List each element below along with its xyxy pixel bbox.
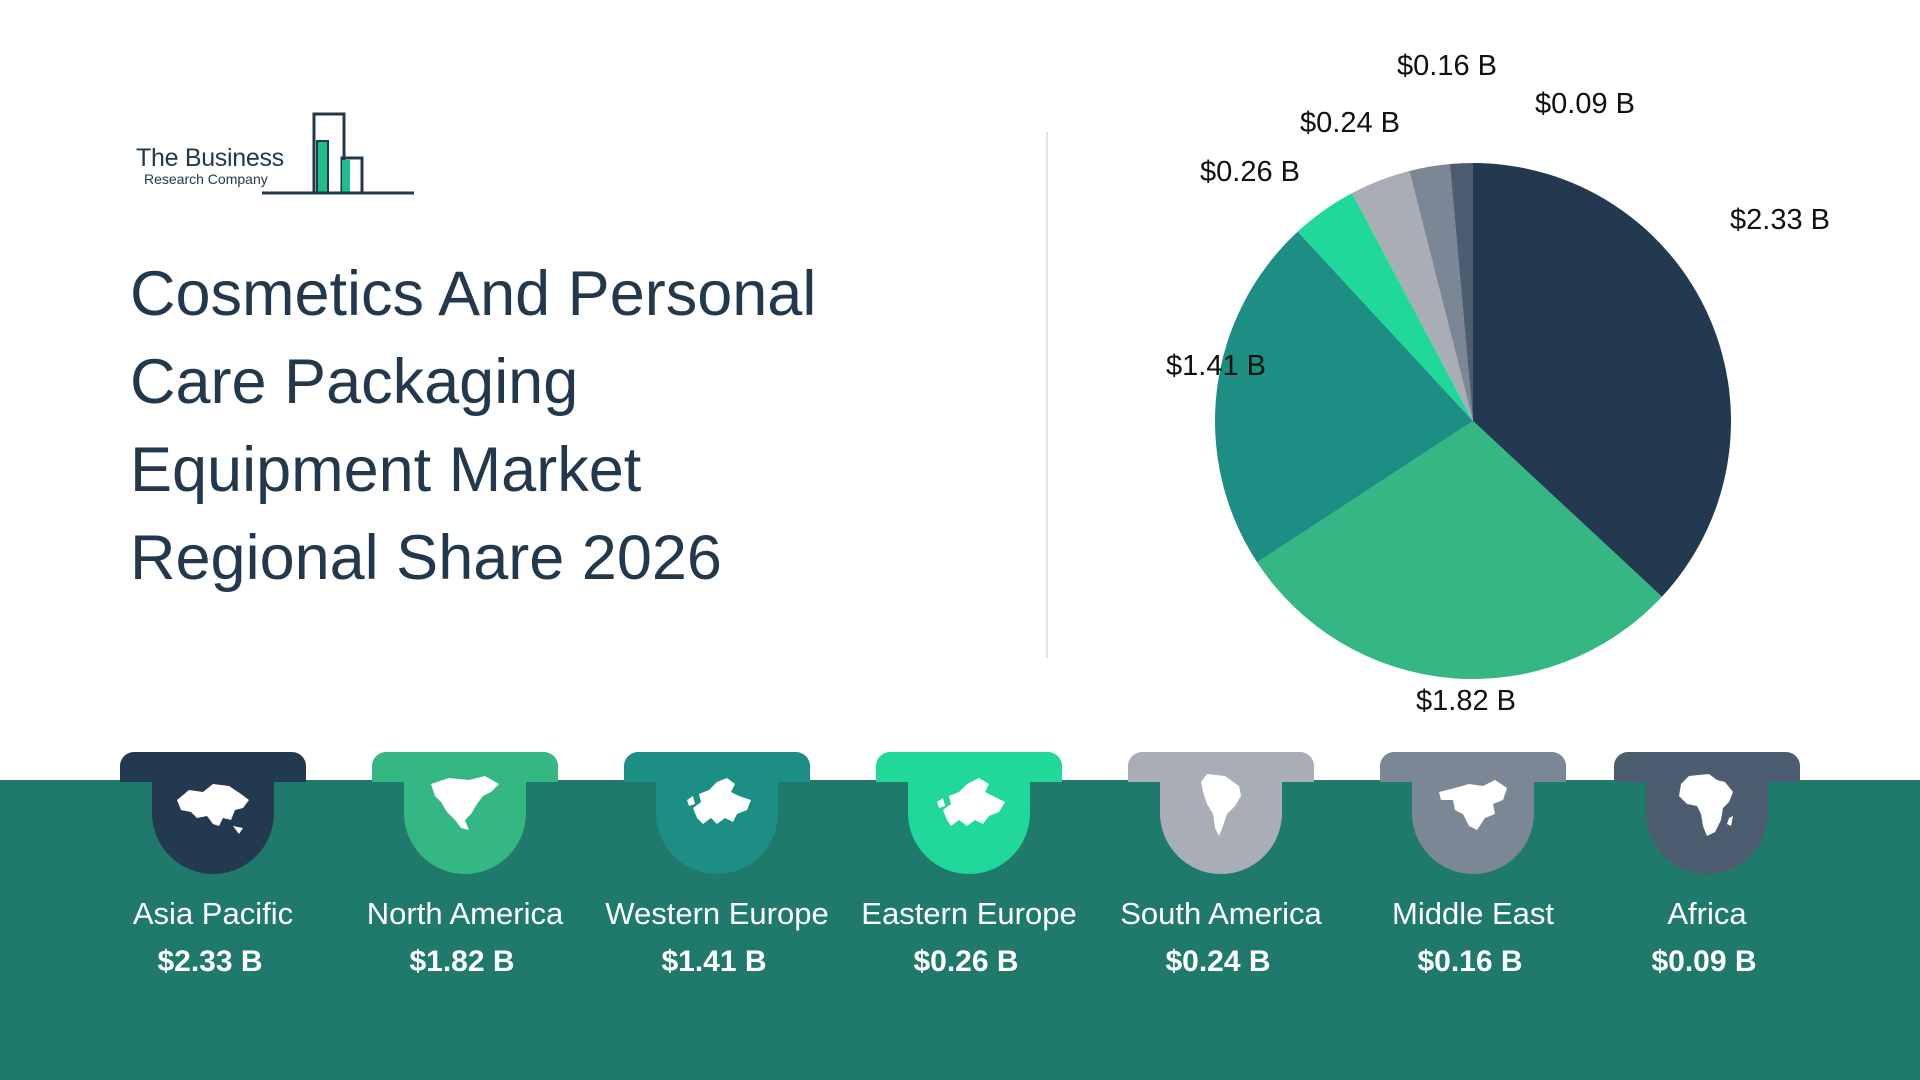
region-value: $0.09 B	[1651, 945, 1757, 978]
pie-chart: $2.33 B $1.82 B $1.41 B $0.26 B$0.24 B $0.16…	[1166, 50, 1830, 717]
pie-data-label: $0.09 B	[1535, 88, 1635, 120]
region-medal	[152, 752, 274, 874]
region-medal	[1646, 752, 1768, 874]
region-value: $0.26 B	[913, 945, 1019, 978]
pie-slice-middle-east	[1409, 164, 1473, 421]
region-name: Africa	[1667, 896, 1747, 931]
region-name: North America	[366, 896, 564, 931]
middle-east-map-icon	[1439, 780, 1507, 830]
pie-data-label: $1.41 B	[1166, 350, 1266, 382]
region-medal	[656, 752, 778, 874]
pie-slice-south-america	[1352, 170, 1473, 421]
logo-buildings-icon	[262, 112, 414, 195]
africa-map-icon	[1679, 774, 1733, 836]
region-name: Middle East	[1392, 896, 1554, 931]
region-medal	[908, 752, 1030, 874]
pie-slices	[1214, 163, 1732, 679]
north-america-map-icon	[431, 776, 499, 830]
vertical-divider	[1046, 132, 1048, 658]
region-medal	[404, 752, 526, 874]
region-value: $1.82 B	[409, 945, 515, 978]
pie-slice-eastern-europe	[1297, 193, 1473, 421]
region-value: $2.33 B	[157, 945, 263, 978]
region-medal	[1160, 752, 1282, 874]
region-value: $0.24 B	[1165, 945, 1271, 978]
region-card-middle-east: Middle East $0.16 B	[1350, 752, 1590, 1012]
region-card-asia-pacific: Asia Pacific $2.33 B	[90, 752, 330, 1012]
pie-data-label: $0.16 B	[1397, 50, 1497, 82]
pie-data-label: $0.24 B	[1300, 107, 1400, 139]
region-name: Asia Pacific	[132, 896, 294, 931]
pie-data-label: $0.26 B	[1200, 156, 1300, 188]
eastern-europe-map-icon	[937, 778, 1005, 826]
pie-slice-asia-pacific	[1473, 163, 1732, 597]
region-card-africa: Africa $0.09 B	[1584, 752, 1824, 1012]
region-name: South America	[1120, 896, 1322, 931]
region-name: Eastern Europe	[861, 896, 1077, 931]
pie-slice-africa	[1449, 163, 1473, 421]
pie-data-label: $2.33 B	[1730, 204, 1830, 236]
logo-subtitle: Research Company	[144, 171, 268, 187]
south-america-map-icon	[1201, 774, 1241, 836]
region-value: $0.16 B	[1417, 945, 1523, 978]
region-card-eastern-europe: Eastern Europe $0.26 B	[846, 752, 1086, 1012]
pie-slice-north-america	[1257, 421, 1662, 679]
pie-labels: $2.33 B $1.82 B $1.41 B $0.26 B$0.24 B $0.16…	[1166, 50, 1830, 717]
region-card-western-europe: Western Europe $1.41 B	[594, 752, 834, 1012]
asia-map-icon	[177, 784, 249, 834]
pie-data-label: $1.82 B	[1416, 685, 1516, 717]
company-logo: The Business Research Company	[132, 108, 432, 198]
logo-name: The Business	[136, 144, 284, 172]
page-title: Cosmetics And Personal Care Packaging Eq…	[130, 259, 817, 593]
western-europe-map-icon	[687, 778, 751, 824]
region-medal	[1412, 752, 1534, 874]
region-value: $1.41 B	[661, 945, 767, 978]
pie-slice-western-europe	[1214, 231, 1473, 563]
region-name: Western Europe	[605, 896, 829, 931]
region-card-south-america: South America $0.24 B	[1098, 752, 1338, 1012]
region-card-north-america: North America $1.82 B	[342, 752, 582, 1012]
